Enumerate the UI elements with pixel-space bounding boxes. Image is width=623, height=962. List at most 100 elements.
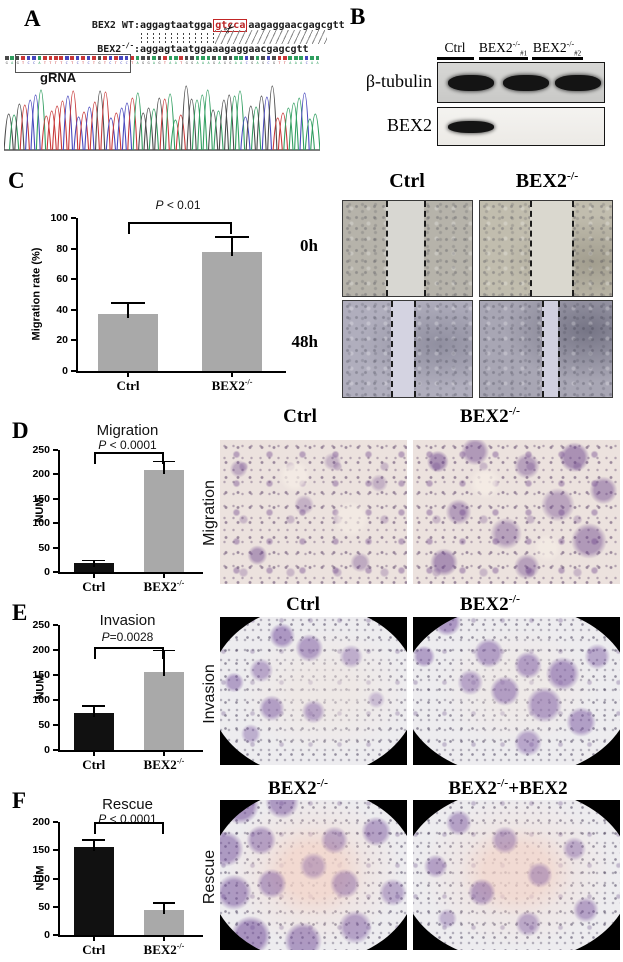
base-color-square xyxy=(32,56,36,60)
sequence-base: G xyxy=(97,56,102,70)
y-tick xyxy=(53,849,58,852)
trace-peak xyxy=(46,110,57,151)
error-bar-cap xyxy=(152,460,176,463)
base-color-square xyxy=(299,56,303,60)
y-tick-label: 0 xyxy=(44,566,50,578)
invasion-image-bex2 xyxy=(413,617,620,765)
sequence-base: A xyxy=(255,56,260,70)
y-tick xyxy=(71,247,76,250)
y-tick xyxy=(53,905,58,908)
base-letter: C xyxy=(125,61,128,66)
protein-band xyxy=(503,74,549,91)
panel-d-label: D xyxy=(12,418,29,443)
y-tick xyxy=(53,674,58,676)
trace-peak xyxy=(164,93,176,151)
sequence-base: A xyxy=(233,56,238,70)
rescue-side-label: Rescue xyxy=(201,849,218,905)
sequence-base: T xyxy=(129,56,134,70)
trace-peak xyxy=(240,116,251,151)
base-letter: T xyxy=(49,61,52,66)
base-letter: A xyxy=(316,61,319,66)
sig-bracket-top xyxy=(93,452,164,454)
base-color-square xyxy=(163,56,167,60)
x-tick xyxy=(92,574,95,578)
sanger-chromatogram xyxy=(3,80,321,153)
x-axis xyxy=(58,750,203,752)
trace-peak xyxy=(213,110,224,151)
base-color-square xyxy=(92,56,96,60)
base-color-square xyxy=(293,56,298,60)
x-tick xyxy=(162,752,165,756)
base-letter: T xyxy=(283,61,286,66)
base-letter: T xyxy=(163,61,166,66)
base-color-square xyxy=(135,56,140,60)
trace-peak xyxy=(159,98,170,151)
y-tick-label: 100 xyxy=(32,872,50,885)
bar-Ctrl xyxy=(73,847,114,935)
base-letter: A xyxy=(196,61,199,66)
protein-band xyxy=(555,74,601,91)
blot-lane-label-ko2: BEX2-/-#2 xyxy=(532,39,582,58)
chart-title: Migration xyxy=(96,422,159,439)
base-letter: G xyxy=(147,61,150,66)
base-letter: G xyxy=(229,61,232,66)
y-tick xyxy=(53,934,58,936)
base-letter: C xyxy=(87,61,90,66)
invasion-num-chart: 0 50 100 150 200 250 NUM Ctrl BEX2-/- Invasion P=0… xyxy=(30,598,220,774)
blot-lane-label-ctrl: Ctrl xyxy=(444,40,466,55)
y-tick xyxy=(71,278,76,281)
error-bar-cap xyxy=(152,649,176,651)
base-letter: G xyxy=(223,61,226,66)
x-tick xyxy=(162,937,165,941)
bex2-row-label: BEX2 xyxy=(387,115,432,135)
ko-sequence-line: BEX2-/-:aggagtaatggaaagaggaacgagcgtt xyxy=(62,42,308,55)
y-tick-label: 0 xyxy=(62,365,68,377)
trace-peak xyxy=(121,102,133,151)
trace-peak xyxy=(197,94,208,151)
base-color-square xyxy=(157,56,162,60)
y-tick xyxy=(71,217,76,219)
bar-BEX2-/- xyxy=(143,470,185,572)
panel-e-label: E xyxy=(12,600,28,625)
base-color-square xyxy=(26,56,31,60)
protein-band xyxy=(448,74,494,91)
trace-peak xyxy=(250,106,262,151)
trace-peak xyxy=(94,90,106,151)
y-axis xyxy=(76,218,78,373)
base-letter: T xyxy=(43,61,46,66)
base-color-square xyxy=(266,56,271,60)
sequence-base: C xyxy=(108,56,113,70)
x-category-label: BEX2-/- xyxy=(143,578,185,594)
migration-side-label: Migration xyxy=(201,480,218,546)
y-tick xyxy=(53,699,58,701)
panel-c-label: C xyxy=(8,168,25,193)
sequence-base: C xyxy=(26,56,31,70)
trace-peak xyxy=(111,112,122,151)
sequence-base: G xyxy=(4,56,9,70)
bar-Ctrl xyxy=(98,314,158,371)
wound-edge-line xyxy=(424,201,427,296)
base-letter: T xyxy=(114,61,117,66)
sig-bracket-left xyxy=(93,452,96,464)
error-bar-line xyxy=(93,561,95,568)
sequence-base: C xyxy=(304,56,309,70)
invasion-col-title-bex2: BEX2-/- xyxy=(460,591,520,615)
base-color-square xyxy=(288,56,293,60)
base-color-square xyxy=(64,56,69,60)
migration-rate-chart: 0 20 40 60 80 100 Migration rate (%) Ctrl BEX2-/… xyxy=(30,190,310,410)
base-color-square xyxy=(201,56,205,60)
y-tick-label: 80 xyxy=(56,242,68,255)
sequence-base: T xyxy=(91,56,96,70)
wound-image-bex2-48h xyxy=(479,300,613,398)
sequence-base: A xyxy=(288,56,293,70)
rescue-num-chart: 0 50 100 150 200 NUM Ctrl BEX2-/- Rescue P < 0.00… xyxy=(30,786,220,962)
transwell-migration-image-bex2 xyxy=(413,440,620,584)
base-color-square xyxy=(233,56,238,60)
wound-gap xyxy=(530,201,573,296)
alignment-deletion-hatch xyxy=(215,30,327,44)
base-letter: A xyxy=(201,61,205,66)
y-tick-label: 100 xyxy=(50,212,68,224)
trace-peak xyxy=(181,85,192,151)
y-axis-label: NUM xyxy=(34,497,46,523)
